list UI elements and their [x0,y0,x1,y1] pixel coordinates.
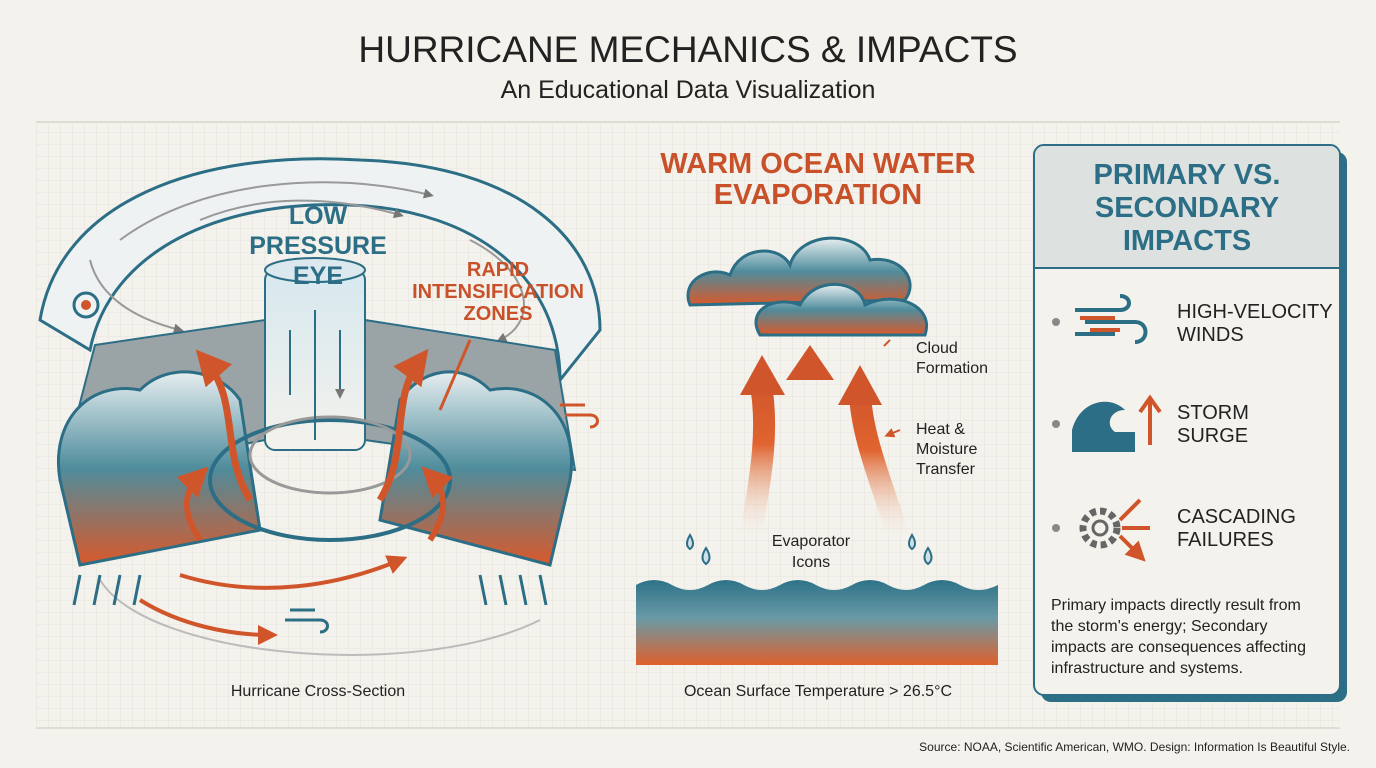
impact-label: CASCADING [1177,506,1296,528]
impacts-note-line: the storm's energy; Secondary [1051,618,1268,635]
evaporation-illustration-shape [739,377,776,542]
impacts-panel-shape [1080,316,1120,332]
impacts-panel-shape [1052,420,1060,428]
cloud-label-line: Cloud [916,340,958,357]
evaporation-title-line: WARM OCEAN WATER [660,148,975,180]
impacts-note-line: infrastructure and systems. [1051,660,1243,677]
cross-section-illustration-shape [421,466,454,542]
impacts-title-line: PRIMARY VS. [1094,159,1281,191]
evaporation-illustration-shape [754,282,929,337]
cross-section-illustration-shape [72,291,100,319]
impacts-panel-shape [1091,519,1109,537]
cross-section-illustration-shape [248,415,412,495]
impact-label: HIGH-VELOCITY [1177,301,1333,323]
cross-section-illustration-shape [179,555,408,590]
impacts-note-line: Primary impacts directly result from [1051,597,1301,614]
cross-section-illustration-shape [264,257,366,283]
evaporation-title-line: EVAPORATION [714,179,922,211]
evaporation-illustration-shape [884,339,901,435]
impacts-panel-shape [1052,524,1060,532]
impacts-panel-shape [1033,144,1341,696]
cross-section-illustration-shape [99,579,541,656]
zones-label-line: INTENSIFICATION [412,281,584,303]
cross-section-illustration-shape [469,239,525,342]
cross-section-caption: Hurricane Cross-Section [231,683,405,700]
eye-label-line: LOW [289,202,348,230]
transfer-label-line: Transfer [916,461,976,478]
cross-section-illustration-shape [376,348,429,502]
cross-section-illustration-shape [176,466,209,542]
evaporation-illustration-shape [740,355,785,395]
impacts-title-line: IMPACTS [1123,225,1251,257]
subtitle: An Educational Data Visualization [501,76,876,104]
evaporation-illustration-shape [636,580,998,665]
evaporator-label-line: Evaporator [772,533,851,550]
evaporator-label-line: Icons [792,554,830,571]
evaporation-illustration-shape [786,345,834,380]
cross-section-illustration-shape [57,370,262,567]
cross-section-illustration [38,157,602,656]
zones-label: RAPID INTENSIFICATION ZONES [412,259,584,325]
cross-section-illustration-shape [195,349,254,502]
impacts-title-line: SECONDARY [1095,192,1279,224]
cross-section-illustration-shape [138,598,278,645]
cross-section-illustration-shape [119,181,434,241]
impacts-panel-shape [1075,294,1148,344]
impact-label: WINDS [1177,324,1244,346]
eye-label: LOW PRESSURE EYE [249,202,387,290]
title: HURRICANE MECHANICS & IMPACTS [358,29,1017,70]
evaporation-illustration-shape [686,533,933,566]
cross-section-illustration-shape [89,259,184,334]
impacts-panel-shape [1052,318,1060,326]
impact-label: FAILURES [1177,529,1274,551]
impacts-panel [1033,144,1347,702]
transfer-label-line: Heat & [916,421,965,438]
cross-section-illustration-shape [199,199,404,221]
impact-label: SURGE [1177,425,1248,447]
eye-label-line: PRESSURE [249,232,387,260]
impacts-panel-shape [1035,146,1339,268]
impacts-panel-shape [1079,507,1121,549]
cross-section-illustration-shape [72,574,548,606]
evaporation-illustration [636,236,998,665]
impacts-panel-shape [1138,394,1162,445]
transfer-label-line: Moisture [916,441,977,458]
evaporation-caption: Ocean Surface Temperature > 26.5°C [684,683,952,700]
evaporation-illustration-shape [838,365,882,405]
eye-label-line: EYE [293,262,343,290]
impacts-panel-shape [1118,498,1150,556]
cross-section-illustration-shape [285,608,329,634]
cross-section-illustration-shape [289,310,340,440]
cross-section-illustration-shape [438,339,472,411]
zones-label-line: RAPID [467,259,529,281]
zones-label-line: ZONES [464,303,533,325]
cloud-label-line: Formation [916,360,988,377]
cross-section-illustration-shape [38,157,602,385]
source: Source: NOAA, Scientific American, WMO. … [919,740,1350,754]
impacts-panel-shape [1072,401,1135,452]
cross-section-illustration-shape [560,403,599,429]
cross-section-illustration-shape [81,300,91,310]
impacts-note-line: impacts are consequences affecting [1051,639,1306,656]
impact-label: STORM [1177,402,1249,424]
